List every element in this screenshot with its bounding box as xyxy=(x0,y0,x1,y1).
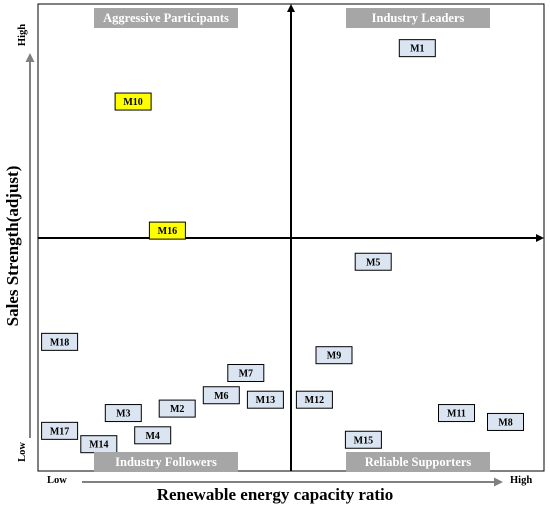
quadrant-label-reliable-supporters: Reliable Supporters xyxy=(346,452,490,472)
point-box xyxy=(41,332,79,351)
point-label: M11 xyxy=(447,409,466,420)
x-low-label: Low xyxy=(47,475,67,486)
point-box xyxy=(104,404,142,423)
point-box xyxy=(148,221,186,240)
point-m17: M17 xyxy=(41,421,79,440)
horizontal-axis-arrowhead xyxy=(536,234,544,242)
point-m18: M18 xyxy=(41,332,79,351)
point-label: M3 xyxy=(116,409,130,420)
point-m11: M11 xyxy=(438,404,475,423)
y-direction-arrowhead xyxy=(25,53,35,62)
point-label: M6 xyxy=(214,391,228,402)
point-m8: M8 xyxy=(487,412,524,431)
point-m12: M12 xyxy=(295,390,333,409)
vertical-axis-arrowhead xyxy=(287,4,295,12)
point-box xyxy=(398,39,436,58)
point-box xyxy=(114,92,152,111)
point-box xyxy=(295,390,333,409)
point-m10: M10 xyxy=(114,92,152,111)
point-m4: M4 xyxy=(134,426,172,445)
point-box xyxy=(202,386,240,405)
point-m14: M14 xyxy=(80,435,118,454)
quadrant-label-industry-leaders: Industry Leaders xyxy=(346,8,490,28)
y-low-label: Low xyxy=(17,442,28,462)
quadrant-label-aggressive-participants: Aggressive Participants xyxy=(94,8,238,28)
point-m6: M6 xyxy=(202,386,240,405)
point-m15: M15 xyxy=(344,430,382,449)
point-box xyxy=(487,412,524,431)
point-label: M2 xyxy=(170,404,184,415)
x-axis-title: Renewable energy capacity ratio xyxy=(156,485,394,504)
point-box xyxy=(134,426,172,445)
point-box xyxy=(158,399,196,418)
point-box xyxy=(227,364,265,382)
point-label: M5 xyxy=(366,257,380,268)
data-points: M1 M2 M3 M4 M5 M6 M7 M8 M9 M10 M11 M12 M13 M14 M15 M16 M… xyxy=(41,39,524,454)
point-label: M17 xyxy=(50,426,69,437)
point-m9: M9 xyxy=(315,346,353,365)
point-label: M13 xyxy=(256,395,275,406)
point-m7: M7 xyxy=(227,364,265,382)
point-box xyxy=(344,430,382,449)
point-box xyxy=(354,252,392,271)
point-m13: M13 xyxy=(246,390,284,409)
y-axis-title: Sales Strength(adjust) xyxy=(3,165,22,327)
point-box xyxy=(438,404,475,423)
point-label: M7 xyxy=(239,369,253,380)
point-m3: M3 xyxy=(104,404,142,423)
point-label: M18 xyxy=(50,337,69,348)
point-label: M10 xyxy=(123,97,142,108)
point-label: M8 xyxy=(498,417,512,428)
point-label: M4 xyxy=(145,431,159,442)
point-m2: M2 xyxy=(158,399,196,418)
point-box xyxy=(246,390,284,409)
point-label: M1 xyxy=(410,44,424,55)
point-label: M15 xyxy=(354,435,373,446)
point-m1: M1 xyxy=(398,39,436,58)
point-box xyxy=(41,421,79,440)
point-m5: M5 xyxy=(354,252,392,271)
point-m16: M16 xyxy=(148,221,186,240)
point-label: M14 xyxy=(89,440,108,451)
point-label: M16 xyxy=(158,226,177,237)
point-box xyxy=(315,346,353,365)
x-high-label: High xyxy=(510,475,533,486)
point-label: M12 xyxy=(305,395,324,406)
x-direction-arrowhead xyxy=(494,477,503,487)
point-label: M9 xyxy=(327,351,341,362)
quadrant-label-industry-followers: Industry Followers xyxy=(94,452,238,472)
y-high-label: High xyxy=(17,23,28,47)
